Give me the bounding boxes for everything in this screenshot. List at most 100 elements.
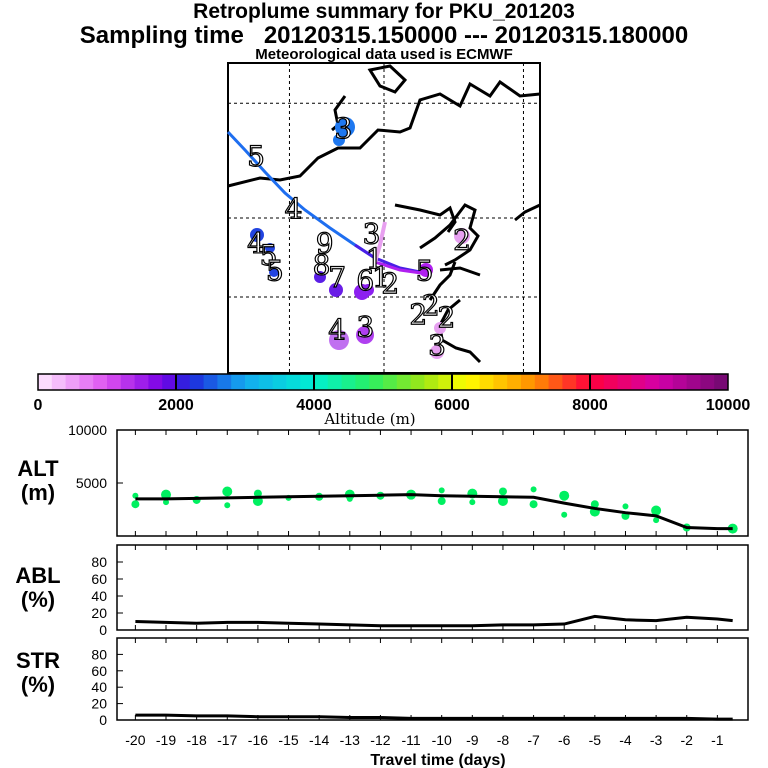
colorbar-segment [300,374,315,390]
colorbar-segment [714,374,729,390]
x-tick-label: -13 [340,732,360,748]
map-plume-blob [269,267,279,277]
coastline [227,79,541,188]
colorbar-segment [148,374,163,390]
colorbar-segment [465,374,481,390]
x-tick-label: -7 [527,732,540,748]
alt-scatter-point [438,487,445,494]
colorbar-tick-label: 10000 [706,397,751,414]
map-plume-blob [329,330,349,350]
colorbar-segment [603,374,619,390]
map-day-marker: 8 [313,249,331,282]
alt-scatter-point [224,502,231,509]
x-tick-label: -6 [558,732,571,748]
x-tick-label: -12 [370,732,390,748]
map-day-marker: 6 [356,264,374,297]
alt-scatter-point [559,490,570,501]
alt-scatter-point [590,500,599,509]
coastline [331,95,347,132]
map-plume-blob [265,243,275,253]
colorbar-tick-label: 8000 [572,397,608,414]
panel-ylabel: ABL [15,563,60,588]
x-tick-label: -3 [650,732,663,748]
x-tick-label: -11 [401,732,420,748]
alt-scatter-point [622,503,629,510]
colorbar-segment [189,374,205,390]
map-day-marker: 2 [437,301,455,334]
alt-scatter-point [346,495,353,502]
coastline [438,298,482,364]
x-tick-label: -20 [125,732,145,748]
colorbar-segment [231,374,246,390]
colorbar-segment [176,374,191,390]
y-tick-label: 60 [91,663,107,679]
colorbar-segment [410,374,425,390]
x-tick-label: -8 [497,732,510,748]
colorbar-segment [203,374,218,390]
map-day-marker: 5 [247,140,265,173]
map-plume-blob [329,283,343,297]
met-data-subtitle: Meteorological data used is ECMWF [255,46,513,63]
x-tick-label: -16 [248,732,268,748]
x-tick-label: -1 [711,732,724,748]
colorbar-segment [548,374,563,390]
colorbar-segment [659,374,674,390]
x-tick-label: -10 [432,732,452,748]
alt-scatter-point [529,500,538,509]
map-day-marker: 3 [335,112,353,145]
map-plume-blob [335,117,355,137]
trajectory-line-pink [373,221,387,263]
colorbar-segment [341,374,356,390]
alt-scatter-point [469,499,476,506]
y-tick-label: 20 [91,605,107,621]
colorbar-segment [314,374,329,390]
coastline [394,203,457,233]
y-tick-label: 0 [99,712,107,728]
map-plume-blob [333,134,345,146]
map-day-marker: 2 [453,224,471,257]
panel-frame [116,544,749,631]
colorbar-segment [162,374,177,390]
trajectory-line-magenta [374,260,429,276]
y-tick-label: 20 [91,696,107,712]
map-day-marker: 1 [366,242,384,275]
map-plume-blob [434,322,446,334]
map-day-marker: 3 [363,218,381,251]
colorbar-segment [355,374,370,390]
colorbar-frame [37,373,729,391]
colorbar-segment [590,374,605,390]
colorbar-tick-label: 2000 [158,397,194,414]
altitude-colorbar: 0 2000 4000 6000 8000 10000 Altitude (m) [34,373,751,428]
colorbar-tick-label: 0 [34,397,43,414]
coastline [514,203,541,222]
colorbar-segment [452,374,467,390]
colorbar-tick-label: 4000 [296,397,332,414]
map-day-marker: 2 [422,289,440,322]
map-plume-blob [362,284,374,296]
panel-ylabel-unit: (m) [21,480,55,505]
alt-scatter-point [132,492,139,499]
colorbar-segment [479,374,494,390]
colorbar-segment [521,374,536,390]
alt-panel: 10000 5000 ALT(m) [17,422,749,537]
colorbar-segment [286,374,301,390]
coastline [439,266,481,277]
colorbar-segment [396,374,412,390]
x-tick-label: -17 [217,732,237,748]
sampling-time-title: Sampling time 20120315.150000 --- 201203… [79,22,689,49]
x-tick-label: -9 [466,732,479,748]
map-plume-blob [419,263,433,277]
map-plume-blob [430,345,444,359]
map-coastlines [227,64,541,364]
series-line [135,493,733,531]
y-tick-label: 5000 [76,475,107,491]
panel-ylabel: STR [16,648,60,673]
colorbar-segment [120,374,136,390]
colorbar-segment [245,374,260,390]
colorbar-segment [65,374,80,390]
alt-scatter-point [653,517,660,524]
chart-title: Retroplume summary for PKU_201203 [193,0,575,23]
alt-scatter-point [497,496,508,507]
